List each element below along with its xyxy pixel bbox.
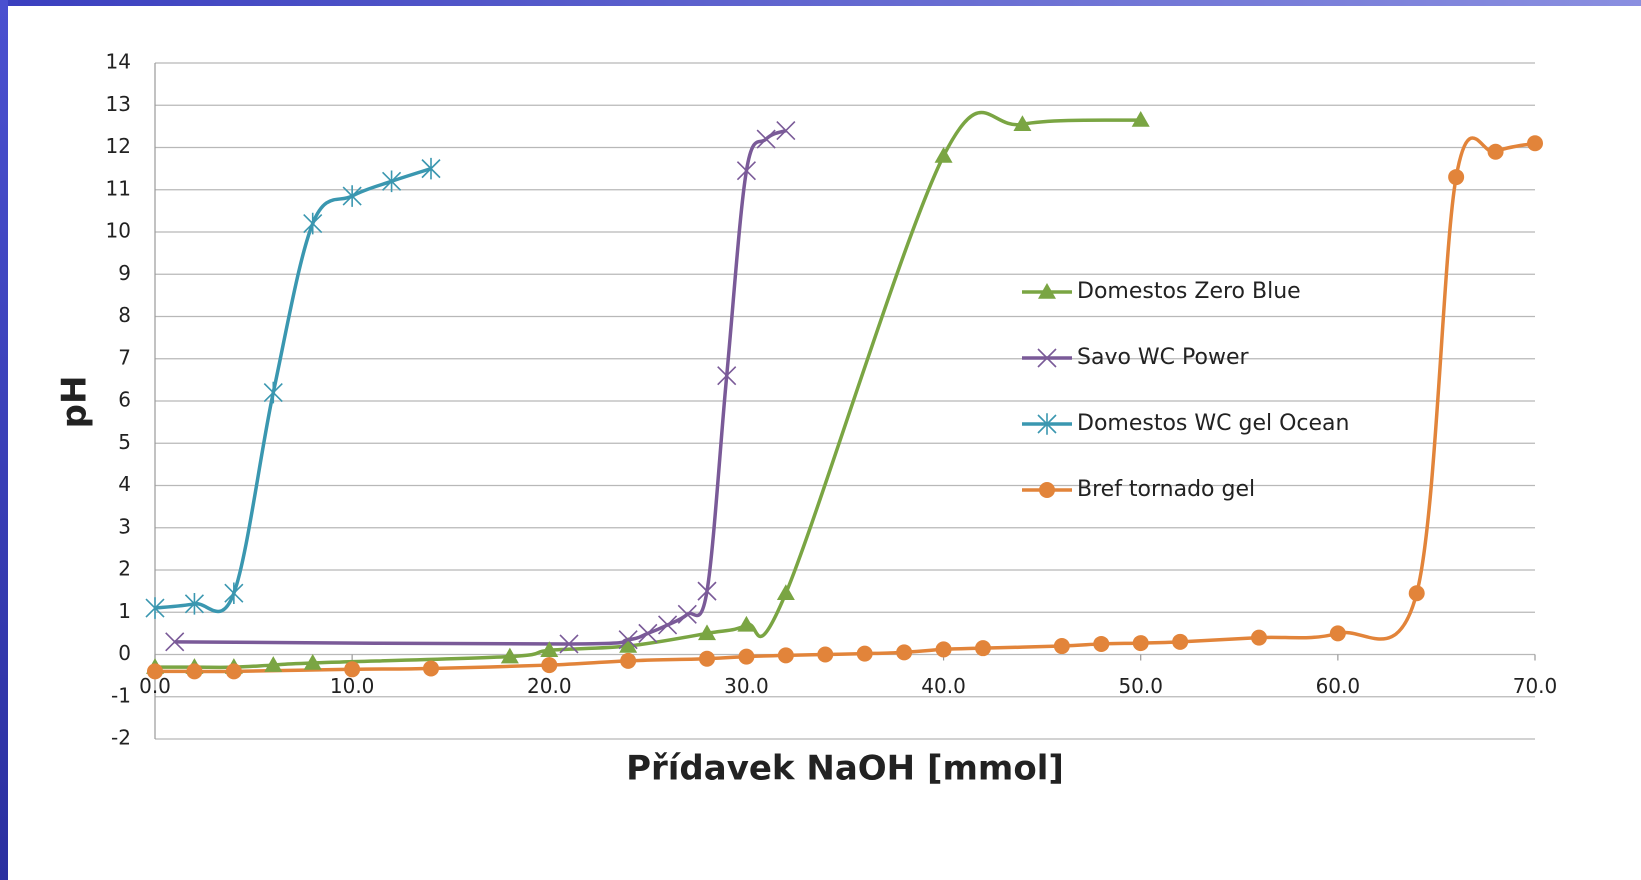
- marker: [147, 663, 163, 680]
- marker: [541, 657, 558, 674]
- legend-marker: [1039, 482, 1055, 498]
- y-tick-label: 1: [118, 599, 131, 623]
- marker: [1408, 585, 1425, 602]
- marker: [184, 593, 204, 615]
- marker: [935, 641, 952, 658]
- marker: [1527, 135, 1543, 152]
- legend-label: Domestos Zero Blue: [1077, 279, 1301, 304]
- marker: [1487, 143, 1504, 160]
- marker: [736, 161, 756, 181]
- marker: [145, 597, 165, 619]
- marker: [717, 366, 737, 386]
- marker: [756, 129, 776, 149]
- series-line: [174, 128, 787, 646]
- marker: [737, 615, 756, 632]
- y-tick-label: 3: [118, 514, 131, 538]
- marker: [738, 648, 755, 665]
- y-tick-label: 6: [118, 388, 131, 412]
- marker: [224, 582, 244, 605]
- series-line: [155, 136, 1536, 674]
- slide-left-border: [0, 0, 8, 880]
- slide-top-border: [0, 0, 1641, 6]
- legend-marker: [1037, 413, 1057, 435]
- marker: [1448, 169, 1465, 186]
- x-tick-label: 20.0: [527, 674, 572, 698]
- y-axis-title: pH: [55, 376, 95, 429]
- y-tick-label: 2: [118, 557, 131, 581]
- y-tick-label: 9: [118, 261, 131, 285]
- marker: [225, 663, 242, 680]
- marker: [263, 381, 283, 404]
- marker: [618, 630, 638, 650]
- marker: [1132, 635, 1149, 652]
- marker: [342, 185, 362, 207]
- marker: [1053, 638, 1070, 655]
- marker: [303, 653, 322, 670]
- y-tick-label: -2: [111, 726, 131, 750]
- marker: [698, 624, 716, 641]
- marker: [423, 660, 439, 677]
- marker: [303, 212, 323, 235]
- marker: [658, 615, 678, 635]
- marker: [1093, 635, 1110, 652]
- marker: [1172, 633, 1189, 650]
- marker: [896, 644, 913, 661]
- x-tick-label: 70.0: [1513, 674, 1558, 698]
- y-tick-label: 10: [106, 219, 131, 243]
- marker: [421, 157, 441, 180]
- series-line: [154, 110, 1141, 670]
- y-tick-label: -1: [111, 683, 131, 707]
- marker: [697, 581, 717, 601]
- x-tick-label: 10.0: [330, 674, 375, 698]
- marker: [620, 652, 637, 669]
- marker: [776, 584, 795, 600]
- x-tick-label: 50.0: [1118, 674, 1163, 698]
- marker: [559, 634, 579, 654]
- legend-label: Bref tornado gel: [1077, 477, 1255, 502]
- marker: [500, 647, 519, 664]
- series-line: [154, 166, 432, 614]
- marker: [699, 650, 715, 667]
- legend-marker: [1038, 283, 1056, 299]
- legend-label: Domestos WC gel Ocean: [1077, 411, 1349, 436]
- y-tick-label: 7: [118, 345, 131, 369]
- legend: Domestos Zero Blue Savo WC Power Domestos …: [1022, 279, 1349, 502]
- marker: [1329, 625, 1346, 642]
- legend-marker: [1037, 348, 1057, 368]
- marker: [934, 146, 953, 163]
- marker: [777, 647, 794, 664]
- marker: [1251, 629, 1267, 646]
- marker: [638, 623, 658, 643]
- marker: [186, 663, 203, 680]
- marker: [264, 656, 283, 672]
- marker: [776, 121, 796, 141]
- x-axis-title: Přídavek NaOH [mmol]: [626, 749, 1064, 789]
- y-tick-label: 4: [118, 472, 131, 496]
- y-tick-label: 5: [118, 430, 131, 454]
- marker: [677, 604, 697, 624]
- x-tick-label: 60.0: [1316, 674, 1361, 698]
- marker: [165, 632, 185, 652]
- y-tick-label: 14: [106, 50, 131, 74]
- marker: [817, 646, 834, 663]
- y-tick-label: 12: [106, 134, 131, 158]
- y-tick-label: 11: [106, 176, 131, 200]
- marker: [975, 640, 991, 657]
- marker: [1013, 115, 1032, 132]
- marker: [344, 661, 361, 678]
- x-tick-label: 40.0: [921, 674, 966, 698]
- marker: [856, 645, 873, 662]
- y-tick-label: 13: [106, 92, 131, 116]
- y-tick-label: 8: [118, 303, 131, 327]
- marker: [540, 641, 559, 658]
- y-tick-label: 0: [118, 641, 131, 665]
- marker: [382, 170, 402, 193]
- x-tick-label: 30.0: [724, 674, 769, 698]
- marker: [1131, 111, 1150, 127]
- legend-label: Savo WC Power: [1077, 345, 1249, 370]
- marker: [619, 637, 638, 653]
